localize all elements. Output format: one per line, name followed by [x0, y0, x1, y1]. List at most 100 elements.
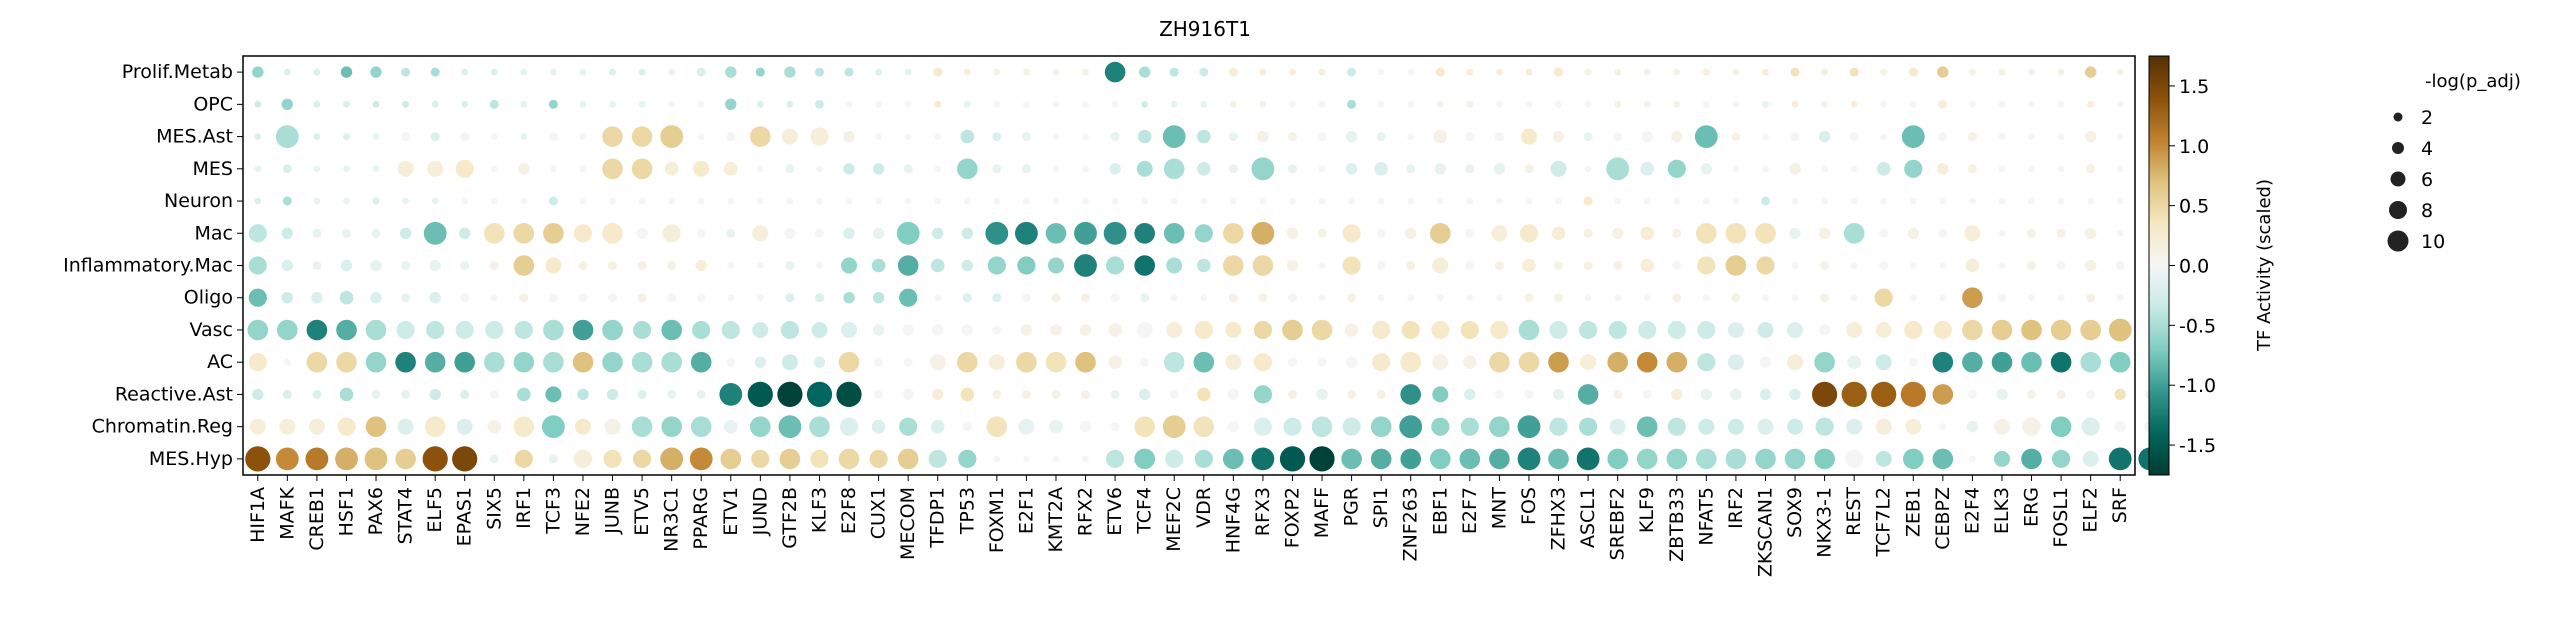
dot-Reactive.Ast-ELK3 — [1996, 388, 2008, 401]
dot-Prolif.Metab-IRF2 — [1732, 68, 1740, 76]
dot-MES.Hyp-E2F7 — [1459, 448, 1481, 470]
dot-Mac-SPI1 — [1376, 228, 1386, 238]
dot-MES-NFE2 — [579, 165, 587, 173]
dot-Reactive.Ast-ETV5 — [637, 389, 647, 399]
dot-Prolif.Metab-KMT2A — [1052, 68, 1060, 76]
dot-MES.Ast-E2F7 — [1465, 132, 1475, 142]
dot-OPC-FOSL1 — [2057, 100, 2065, 108]
dot-MES.Ast-STAT4 — [401, 132, 411, 142]
dot-MES.Ast-FOS — [1521, 128, 1537, 145]
dot-AC-PPARG — [690, 351, 712, 373]
dot-Chromatin.Reg-PGR — [1342, 417, 1361, 436]
dot-Mac-EPAS1 — [459, 227, 471, 239]
dot-Vasc-STAT4 — [396, 320, 415, 340]
dot-Vasc-MEF2C — [1166, 322, 1183, 338]
dot-Mac-CEBPZ — [1938, 228, 1948, 238]
dot-Oligo-ZNF263 — [1407, 294, 1415, 302]
column-label: NFAT5 — [1695, 487, 1717, 546]
dot-Chromatin.Reg-JUND — [750, 416, 771, 438]
dot-Chromatin.Reg-SRF — [2114, 421, 2126, 433]
dot-MES.Ast-ELF2 — [2085, 130, 2097, 143]
dot-Vasc-ELF5 — [426, 320, 445, 340]
dot-MES.Ast-KLF3 — [810, 127, 829, 146]
dot-AC-MNT — [1489, 351, 1510, 373]
dot-Reactive.Ast-NKX3-1 — [1812, 381, 1838, 407]
dot-Reactive.Ast-PGR — [1347, 389, 1357, 399]
dot-AC-FOS — [1518, 351, 1540, 373]
dot-MES.Ast-MNT — [1494, 132, 1504, 142]
dot-Chromatin.Reg-NFE2 — [575, 418, 591, 435]
dot-Prolif.Metab-KLF3 — [815, 67, 824, 77]
dot-MES.Hyp-PPARG — [689, 447, 713, 471]
dot-Inflammatory.Mac-TP53 — [961, 259, 973, 272]
dot-Prolif.Metab-TCF3 — [550, 68, 557, 76]
dot-Vasc-ELK3 — [1991, 319, 2013, 341]
dot-Prolif.Metab-HNF4G — [1228, 67, 1238, 77]
row-label: Prolif.Metab — [122, 61, 233, 83]
dot-MES.Hyp-ZNF263 — [1400, 448, 1421, 470]
column-label: IRF2 — [1725, 487, 1747, 529]
dot-Oligo-ZEB1 — [1909, 294, 1917, 302]
column-label: RFX2 — [1075, 487, 1097, 536]
dot-Oligo-MECOM — [899, 288, 918, 307]
dot-Mac-ETV5 — [636, 227, 648, 239]
column-label: ETV6 — [1104, 487, 1126, 536]
dot-AC-SPI1 — [1372, 353, 1391, 372]
dot-Oligo-NKX3-1 — [1820, 293, 1830, 303]
column-label: TCF7L2 — [1873, 487, 1895, 557]
dot-Inflammatory.Mac-HNF4G — [1223, 255, 1244, 276]
dot-Oligo-HSF1 — [339, 290, 354, 305]
dot-OPC-FOXM1 — [993, 100, 1001, 108]
dot-Inflammatory.Mac-FOSL1 — [2056, 261, 2066, 270]
dot-Reactive.Ast-CREB1 — [312, 389, 322, 399]
column-label: RFX3 — [1252, 487, 1274, 536]
dot-Oligo-SIX5 — [490, 294, 498, 302]
size-legend-label: 10 — [2421, 231, 2445, 253]
dot-Oligo-TCF3 — [548, 293, 558, 303]
dot-OPC-SPI1 — [1377, 100, 1385, 108]
dot-MES.Ast-SREBF2 — [1613, 132, 1623, 142]
dot-Chromatin.Reg-ZKSCAN1 — [1757, 418, 1774, 435]
dot-Reactive.Ast-ZEB1 — [1900, 381, 1926, 407]
dot-AC-RFX3 — [1253, 353, 1272, 372]
dot-Mac-TCF3 — [543, 223, 564, 244]
colorbar-tick-label: 0.0 — [2179, 256, 2209, 278]
dot-Oligo-MNT — [1496, 294, 1503, 302]
size-legend-dot — [2389, 201, 2407, 219]
dot-Reactive.Ast-CUX1 — [874, 389, 884, 399]
dot-Chromatin.Reg-FOSL1 — [2050, 416, 2072, 438]
dot-MES-E2F8 — [843, 163, 855, 175]
dot-Reactive.Ast-ERG — [2027, 389, 2036, 399]
dot-Prolif.Metab-ASCL1 — [1584, 68, 1592, 76]
column-labels: HIF1A MAFK CREB1 HSF1 PAX6 STAT4 ELF5 EPAS1 SIX5… — [247, 475, 2131, 577]
dot-MES-EBF1 — [1434, 163, 1447, 175]
dot-AC-NFE2 — [572, 351, 594, 373]
column-label: FOS — [1518, 487, 1540, 525]
dot-OPC-ELF5 — [431, 100, 439, 108]
dot-Reactive.Ast-ZNF263 — [1400, 384, 1421, 405]
column-label: FOXM1 — [986, 487, 1008, 553]
dot-Neuron-KLF3 — [816, 197, 823, 205]
dot-Vasc-TCF7L2 — [1875, 322, 1892, 338]
dot-Inflammatory.Mac-FOXP2 — [1286, 259, 1299, 272]
dot-AC-HNF4G — [1225, 354, 1242, 371]
dot-MES.Hyp-SRF — [2108, 447, 2132, 471]
column-label: SREBF2 — [1607, 487, 1629, 560]
dot-OPC-ZKSCAN1 — [1762, 100, 1769, 108]
dot-MES.Hyp-KLF9 — [1636, 448, 1658, 470]
dot-Neuron-CEBPZ — [1939, 197, 1947, 205]
dot-Neuron-CREB1 — [313, 197, 321, 205]
row-label: Neuron — [164, 190, 233, 212]
dot-MES-SRF — [2116, 165, 2124, 173]
dot-MES-MAFF — [1318, 165, 1326, 173]
dot-Inflammatory.Mac-ELF5 — [429, 259, 441, 272]
dot-Mac-ELK3 — [1998, 229, 2006, 237]
dot-Mac-ZFHX3 — [1551, 226, 1566, 241]
dot-Reactive.Ast-E2F8 — [836, 381, 862, 407]
dot-Neuron-ETV1 — [727, 197, 735, 205]
dot-Chromatin.Reg-MEF2C — [1162, 415, 1186, 439]
dot-AC-MECOM — [903, 357, 913, 367]
dot-Inflammatory.Mac-FOXM1 — [987, 256, 1006, 275]
dot-Vasc-SIX5 — [485, 320, 504, 340]
